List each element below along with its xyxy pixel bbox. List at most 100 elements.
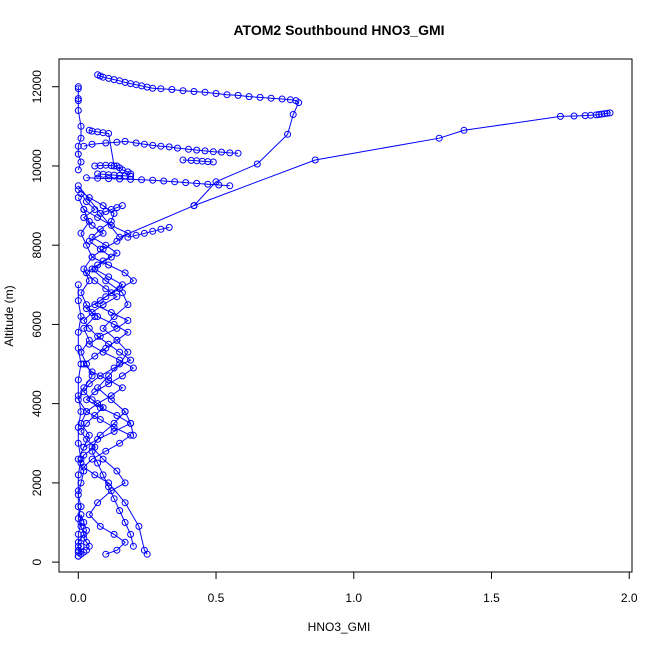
data-point <box>127 431 135 439</box>
data-point <box>157 225 165 233</box>
data-point <box>121 269 129 277</box>
data-point <box>107 392 115 400</box>
data-point <box>140 229 148 237</box>
data-point <box>435 134 443 142</box>
plot-frame <box>58 58 633 573</box>
data-point <box>105 130 113 137</box>
data-point <box>83 396 90 404</box>
data-point <box>91 313 99 320</box>
data-point <box>132 139 140 147</box>
data-point <box>201 147 209 155</box>
data-point <box>99 324 107 332</box>
data-point <box>234 149 242 157</box>
data-point <box>121 479 129 487</box>
data-point <box>99 471 107 479</box>
data-point <box>124 328 132 336</box>
series-5 <box>179 156 217 166</box>
data-point <box>113 324 121 332</box>
data-point <box>121 137 129 145</box>
data-point <box>121 499 129 507</box>
data-point <box>209 158 217 166</box>
y-tick-label: 10000 <box>30 149 44 183</box>
data-point <box>311 156 319 164</box>
data-point <box>74 150 82 158</box>
data-point <box>129 277 137 285</box>
data-point <box>77 455 85 463</box>
series-line <box>124 411 134 436</box>
data-point <box>179 87 187 95</box>
series-4 <box>83 174 234 190</box>
data-point <box>105 372 113 380</box>
data-point <box>94 499 102 507</box>
data-point <box>284 130 292 138</box>
data-point <box>253 160 261 168</box>
data-point <box>118 384 126 392</box>
series-line <box>91 450 134 547</box>
data-point <box>201 88 209 96</box>
data-point <box>129 431 137 439</box>
data-point <box>88 265 96 273</box>
data-point <box>102 293 110 301</box>
data-point <box>74 83 82 91</box>
data-point <box>88 447 96 455</box>
data-point <box>85 336 93 344</box>
data-point <box>77 122 85 130</box>
data-point <box>74 471 82 479</box>
data-point <box>85 511 93 519</box>
series-19 <box>121 408 137 439</box>
data-point <box>102 139 110 147</box>
series-line <box>77 112 611 238</box>
series-16 <box>96 202 126 217</box>
data-point <box>165 223 173 231</box>
data-point <box>99 455 107 463</box>
data-point <box>80 384 88 392</box>
data-point <box>149 84 157 92</box>
series-line <box>100 205 123 214</box>
data-point <box>85 126 93 134</box>
data-point <box>74 392 82 400</box>
y-tick-label: 0 <box>30 558 44 565</box>
y-tick-label: 8000 <box>30 232 44 259</box>
series-line <box>88 268 129 555</box>
data-point <box>83 546 90 554</box>
data-point <box>556 112 564 120</box>
data-point <box>256 93 264 101</box>
data-point <box>80 324 88 332</box>
y-tick-label: 12000 <box>30 70 44 104</box>
data-point <box>80 265 88 273</box>
data-point <box>80 206 88 213</box>
data-point <box>165 143 173 151</box>
data-point <box>116 507 124 515</box>
data-point <box>185 145 192 153</box>
data-point <box>99 301 107 309</box>
data-point <box>110 313 118 320</box>
data-point <box>83 526 90 534</box>
data-point <box>83 174 90 182</box>
data-point <box>74 487 82 495</box>
series-11 <box>85 265 132 558</box>
data-point <box>85 431 93 439</box>
data-point <box>107 221 115 229</box>
data-point <box>80 142 88 150</box>
data-point <box>105 340 113 348</box>
data-point <box>113 412 121 419</box>
data-point <box>96 416 104 423</box>
data-point <box>88 140 96 148</box>
data-point <box>116 360 124 368</box>
data-point <box>110 419 118 427</box>
data-point <box>91 206 99 213</box>
data-point <box>226 182 234 190</box>
data-point <box>91 352 99 360</box>
data-point <box>74 344 82 352</box>
data-point <box>74 423 82 431</box>
data-point <box>88 443 96 451</box>
data-point <box>94 261 102 269</box>
data-point <box>74 439 82 447</box>
data-point <box>116 439 124 447</box>
data-point <box>110 364 118 372</box>
data-point <box>110 530 118 538</box>
data-point <box>74 281 82 289</box>
data-point <box>113 237 121 245</box>
x-axis-label: HNO3_GMI <box>308 620 371 634</box>
data-point <box>102 447 110 455</box>
